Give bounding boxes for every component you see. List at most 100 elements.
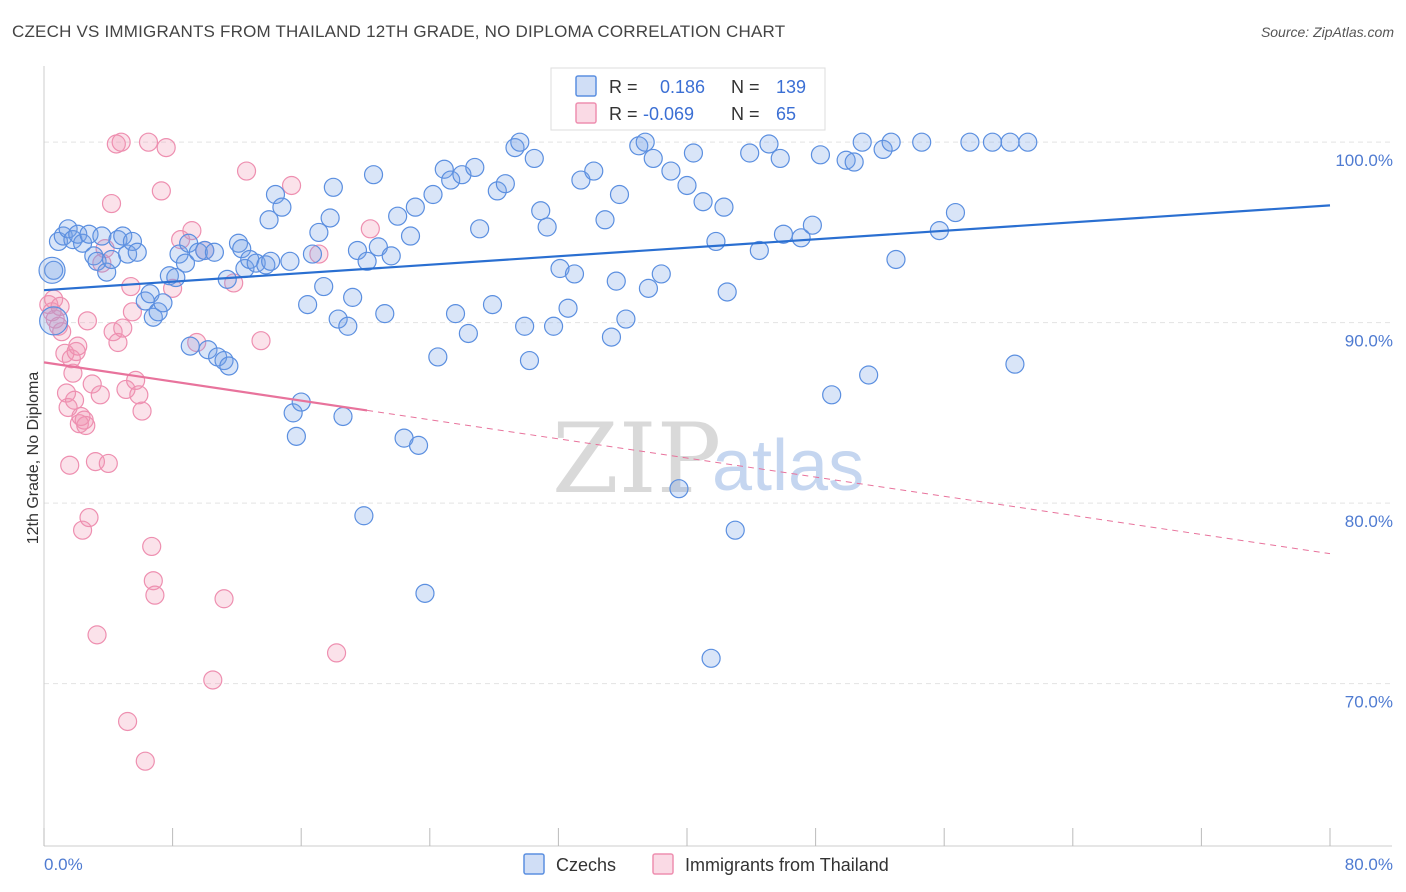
thai-point [135,751,155,771]
bottom-legend-swatch-thai [652,853,674,875]
thai-point [111,132,131,152]
czech-point [791,228,811,248]
czech-point [844,152,864,172]
czech-point [595,210,615,230]
stat-thai-r-label: R = [609,104,638,124]
watermark-zip: ZIP [552,403,721,515]
czech-point [465,157,485,178]
czech-point [283,403,303,423]
thai-point [103,322,123,342]
czech-point [629,136,649,156]
czech-point [302,244,323,264]
czech-point [822,385,842,405]
czech-point [265,184,286,205]
czech-point [960,132,980,152]
czech-point [714,197,734,217]
chart-title: CZECH VS IMMIGRANTS FROM THAILAND 12TH G… [12,22,786,41]
czech-point [487,181,507,201]
czech-point [261,251,281,271]
czech-point [852,132,872,152]
stat-czech-r-label: R = [609,77,638,97]
czech-point [328,309,348,329]
czech-point [228,233,249,253]
czech-point [693,192,713,212]
watermark: ZIP atlas [552,403,864,515]
x-tick-label-max: 80.0% [1345,855,1393,874]
czech-point [881,132,901,152]
thai-point [138,132,159,152]
stat-czech-n-label: N = [731,77,760,97]
thai-point [68,336,88,356]
stat-czech-n-value: 139 [776,77,806,97]
czech-point [584,161,604,181]
czech-point [408,435,429,455]
czech-point [886,249,906,270]
czech-point [188,242,208,262]
thai-point [113,318,133,338]
bottom-legend: Czechs Immigrants from Thailand [523,853,889,875]
series-czech-points [38,132,1038,668]
source-credit: Source: ZipAtlas.com [1260,24,1394,40]
czech-point [44,260,64,280]
czech-point [515,316,535,336]
czech-point [616,309,636,329]
thai-point [182,221,202,241]
czech-point [204,242,224,262]
czech-point [609,184,630,205]
czech-point [428,347,448,367]
thai-trend-line-solid [43,361,368,412]
stat-thai-r-value: -0.069 [643,104,694,124]
x-tick-labels: 0.0% 80.0% [44,855,1393,874]
czech-point [510,132,530,152]
czech-point [470,219,490,239]
czech-point [441,170,461,190]
thai-point [236,161,257,181]
y-tick-label-70: 70.0% [1345,693,1393,712]
thai-point [143,571,163,591]
thai-point [64,390,85,410]
czech-point [92,226,112,246]
thai-point [326,643,347,663]
czech-point [638,278,659,298]
czech-point [159,266,179,286]
czech-point [333,406,353,427]
bottom-legend-swatch-czech [523,853,545,875]
czech-point [357,251,377,271]
thai-point [156,138,176,158]
thai-point [129,385,149,405]
czech-point [706,231,726,252]
czech-point [550,258,570,279]
czech-point [564,264,585,284]
czech-point [58,219,78,239]
czech-point [38,256,66,284]
czech-point [635,132,655,152]
czech-point [445,304,466,324]
czech-point [381,246,401,266]
thai-point [251,331,271,351]
czech-point [802,215,822,235]
thai-point [121,276,141,297]
czech-point [661,161,681,181]
thai-point [77,311,98,331]
czech-point [117,244,138,264]
thai-point [71,406,91,427]
thai-point [122,302,143,322]
czech-point [198,340,218,360]
czech-point [810,145,831,165]
czech-point [232,239,252,259]
czech-point [415,583,435,603]
czech-point [543,316,564,336]
czech-point [759,134,779,154]
axes [43,66,1392,847]
series-thai-points [39,132,380,771]
czech-point [495,174,515,194]
czech-point [97,262,117,282]
thai-point [145,585,165,605]
thai-point [309,244,329,264]
czech-point [458,323,478,344]
czech-point [101,249,122,270]
czech-point [286,426,306,446]
czech-point [320,208,340,228]
thai-point [281,175,302,196]
